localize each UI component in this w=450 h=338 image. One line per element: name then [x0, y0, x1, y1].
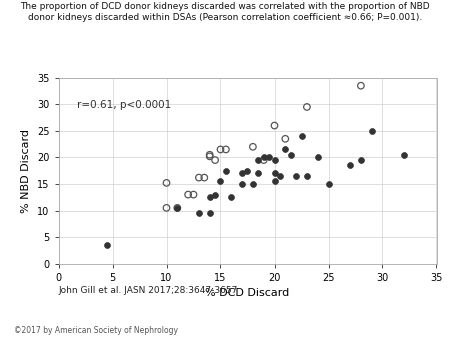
Point: [201, 175, 208, 180]
Point: [325, 181, 332, 187]
Point: [271, 158, 278, 163]
Point: [298, 134, 305, 139]
Point: [255, 171, 262, 176]
Point: [357, 158, 364, 163]
Point: [228, 195, 235, 200]
Point: [255, 158, 262, 163]
Point: [249, 144, 256, 149]
Point: [184, 192, 192, 197]
Point: [212, 158, 219, 163]
Point: [276, 173, 284, 179]
Point: [271, 178, 278, 184]
Text: r=0.61, p<0.0001: r=0.61, p<0.0001: [77, 100, 171, 110]
Point: [282, 147, 289, 152]
Y-axis label: % NBD Discard: % NBD Discard: [22, 129, 32, 213]
Point: [400, 152, 408, 158]
Point: [174, 205, 181, 211]
Text: ©2017 by American Society of Nephrology: ©2017 by American Society of Nephrology: [14, 325, 177, 335]
Point: [260, 158, 267, 163]
Point: [206, 152, 213, 158]
Point: [271, 123, 278, 128]
Point: [260, 155, 267, 160]
Point: [238, 171, 246, 176]
Point: [104, 242, 111, 248]
Point: [174, 205, 181, 211]
Point: [287, 152, 294, 158]
Point: [190, 192, 197, 197]
Point: [206, 154, 213, 159]
Point: [303, 104, 310, 110]
Point: [368, 128, 375, 134]
Point: [238, 181, 246, 187]
Point: [217, 178, 224, 184]
X-axis label: % DCD Discard: % DCD Discard: [205, 288, 290, 298]
Point: [346, 163, 354, 168]
Point: [292, 173, 300, 179]
Point: [222, 147, 230, 152]
Point: [217, 147, 224, 152]
Point: [271, 171, 278, 176]
Point: [357, 83, 364, 89]
Text: John Gill et al. JASN 2017;28:3647-3657: John Gill et al. JASN 2017;28:3647-3657: [58, 286, 238, 295]
Point: [195, 175, 203, 180]
Text: The proportion of DCD donor kidneys discarded was correlated with the proportion: The proportion of DCD donor kidneys disc…: [20, 2, 430, 23]
Point: [244, 168, 251, 173]
Point: [222, 168, 230, 173]
Point: [206, 211, 213, 216]
Point: [163, 205, 170, 211]
Point: [282, 136, 289, 142]
Point: [206, 195, 213, 200]
Text: JASN: JASN: [338, 304, 410, 328]
Point: [163, 180, 170, 186]
Point: [212, 192, 219, 197]
Point: [314, 155, 321, 160]
Point: [266, 155, 273, 160]
Point: [195, 211, 203, 216]
Point: [303, 173, 310, 179]
Point: [249, 181, 256, 187]
